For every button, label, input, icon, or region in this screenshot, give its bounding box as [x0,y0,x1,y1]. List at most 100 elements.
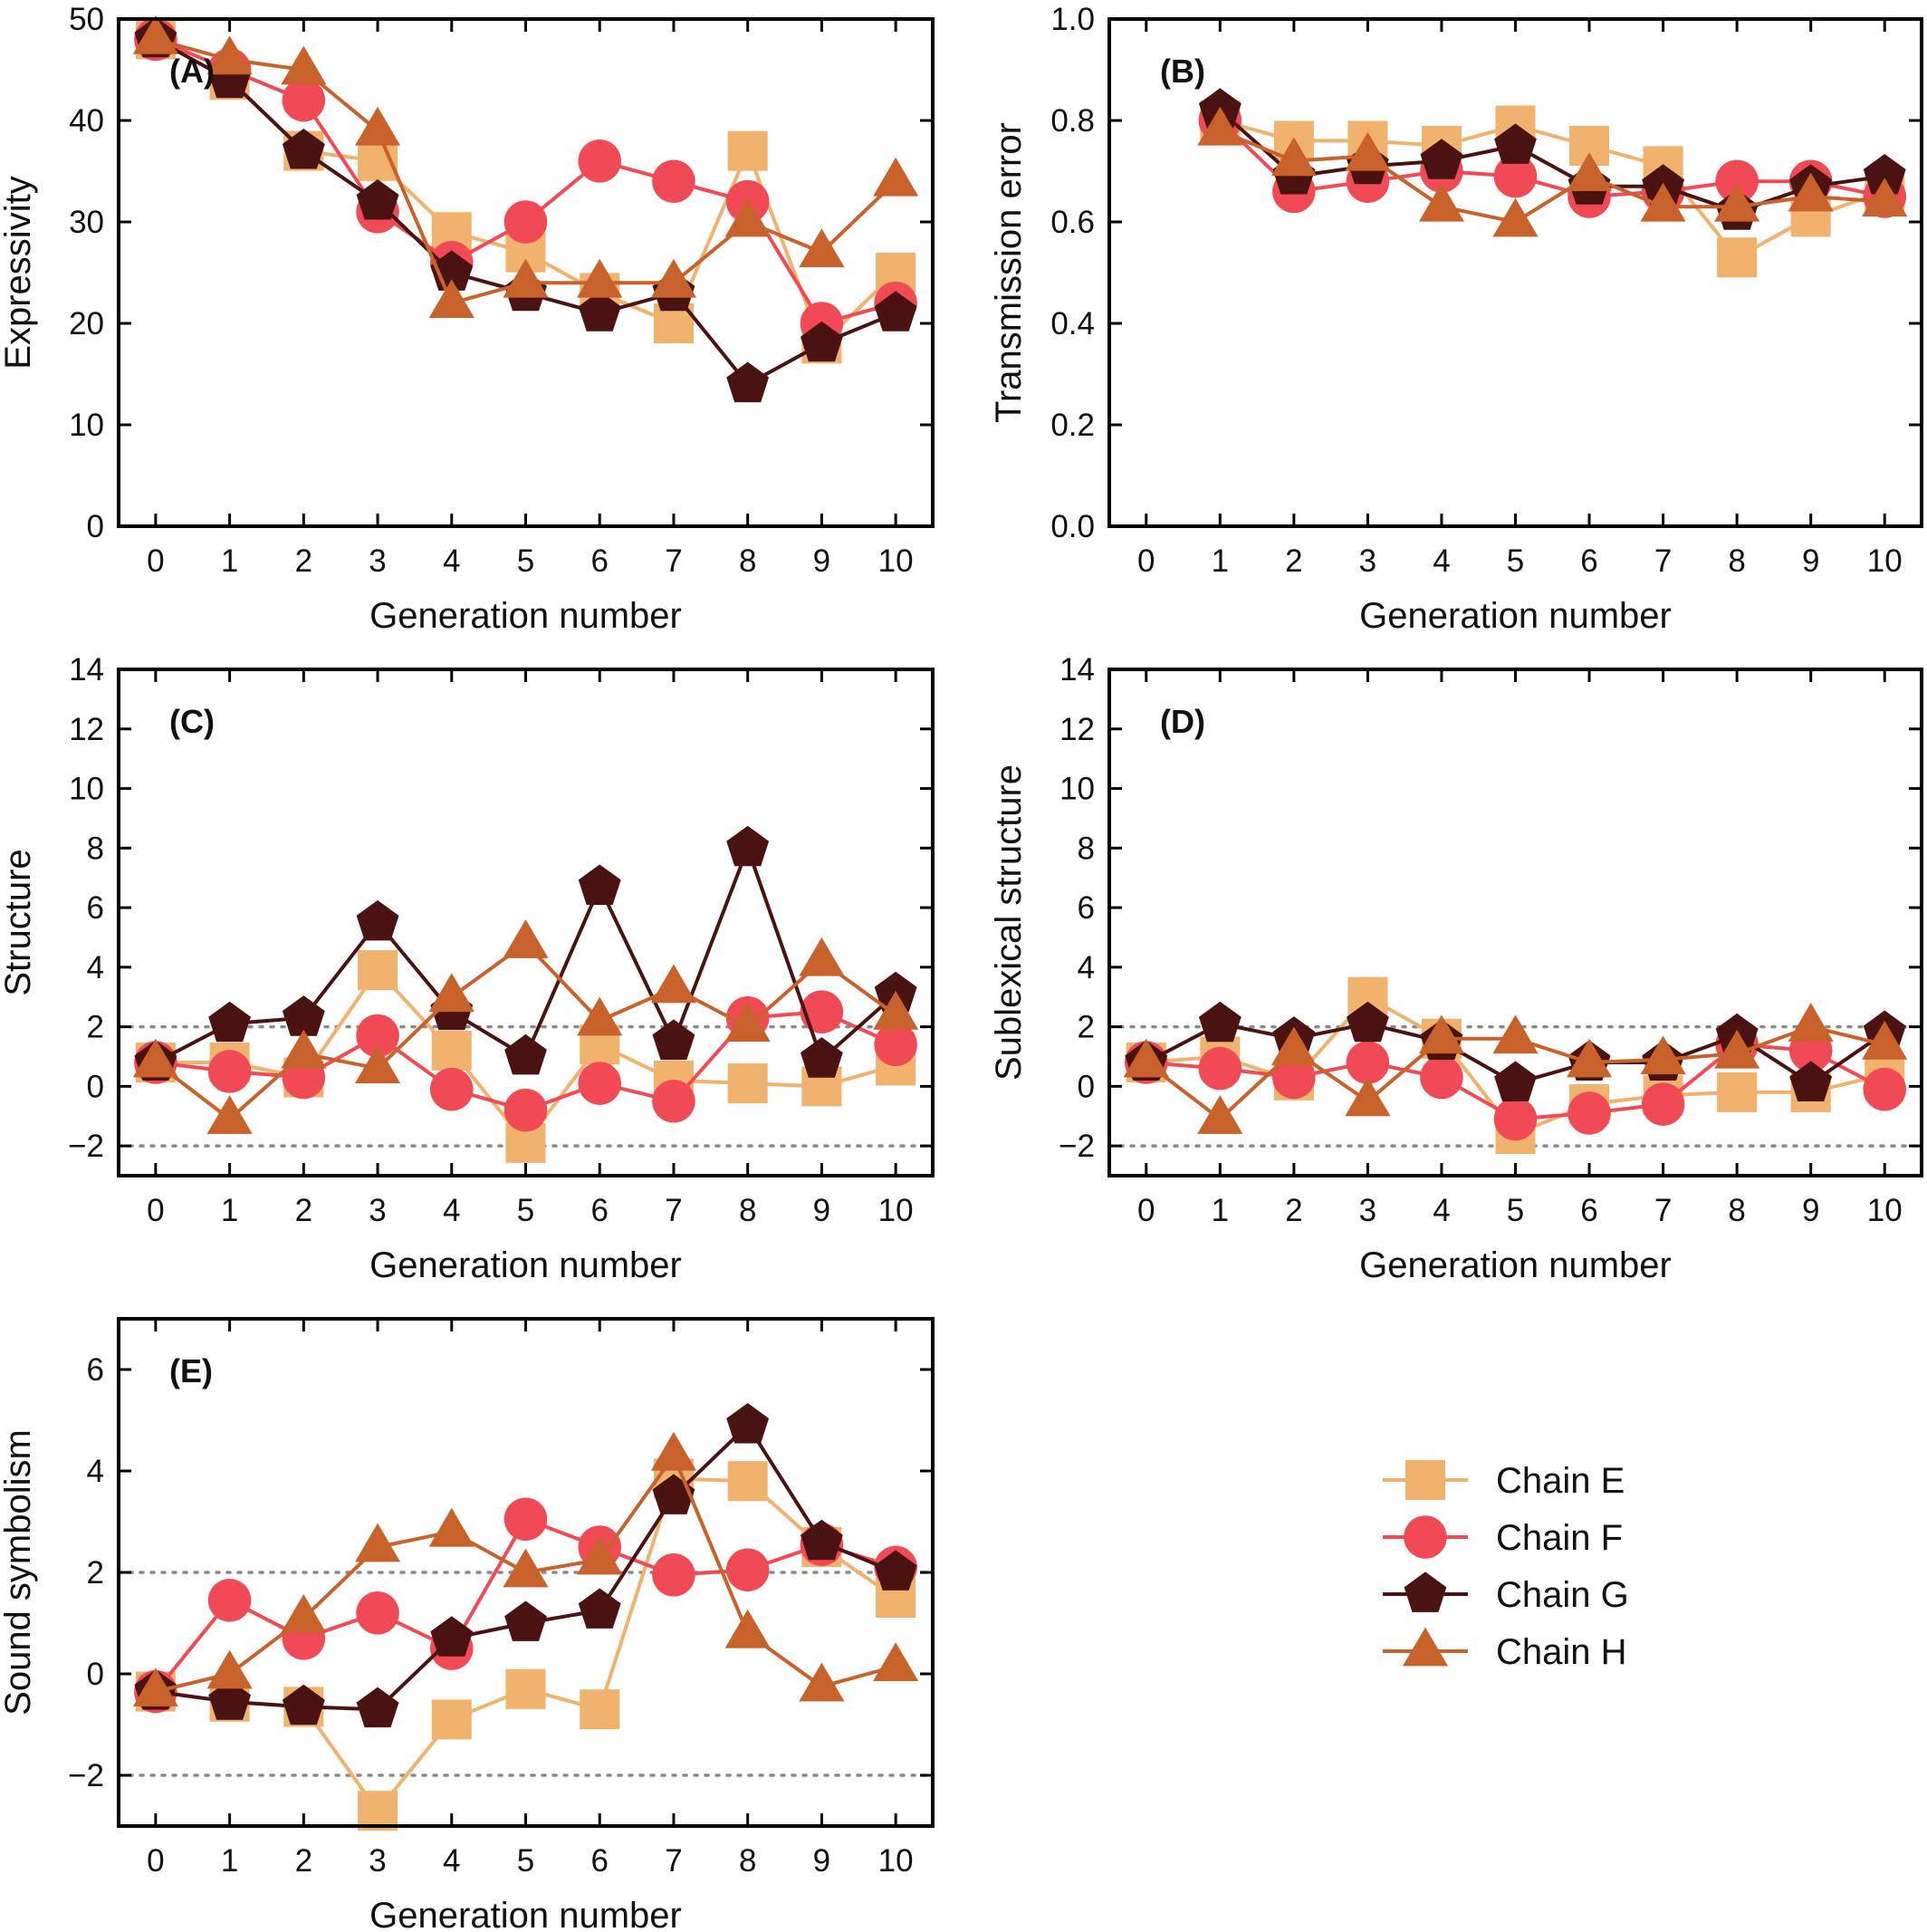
data-point-chain-f [800,990,844,1033]
data-point-chain-f [1715,159,1759,203]
data-point-chain-h [281,1029,327,1069]
data-point-chain-g [1789,1061,1833,1101]
data-point-chain-g [282,995,325,1036]
x-tick-label: 10 [1867,543,1903,579]
x-tick-label: 3 [1359,1193,1376,1228]
data-point-chain-f [503,200,548,244]
data-point-chain-e [727,1063,768,1104]
data-point-chain-f [503,1088,548,1132]
x-tick-label: 2 [295,543,312,579]
x-tick-label: 8 [1728,543,1745,579]
data-point-chain-h [1345,131,1391,171]
data-point-chain-h [1492,1014,1539,1054]
series-line-chain-e [1219,119,1885,260]
y-tick-label: 0 [1078,1069,1095,1104]
data-point-chain-h [873,991,919,1030]
data-point-chain-h [132,15,178,54]
x-tick-label: 5 [517,1193,534,1228]
x-tick-label: 7 [665,1843,682,1879]
y-tick-label: 30 [69,205,104,240]
data-point-chain-h [1567,152,1613,191]
data-point-chain-g [801,1037,843,1078]
x-tick-label: 5 [517,1843,534,1879]
x-tick-label: 7 [1654,543,1672,579]
data-point-chain-h [1492,197,1539,237]
x-tick-label: 3 [1359,543,1376,579]
x-tick-label: 5 [517,543,534,579]
legend-label-chain-e: Chain E [1496,1461,1625,1501]
x-tick-label: 5 [1507,1193,1524,1228]
data-point-chain-f [1420,1055,1463,1100]
data-point-chain-g [801,1519,843,1561]
data-point-chain-h [577,996,623,1036]
data-point-chain-f [1198,1046,1242,1091]
y-tick-label: 6 [87,890,104,926]
data-point-chain-e [1717,237,1758,278]
series-line-chain-g [1218,109,1885,214]
data-point-chain-e [727,1461,768,1502]
y-tick-label: 0.6 [1050,205,1095,240]
data-point-chain-h [650,258,696,298]
data-point-chain-g [1494,1061,1537,1101]
data-point-chain-g [874,291,917,332]
data-point-chain-h [503,919,549,958]
x-tick-label: 4 [443,543,460,579]
x-tick-label: 0 [1137,1193,1155,1228]
data-point-chain-f [1493,154,1538,198]
data-point-chain-h [428,1507,475,1547]
x-tick-label: 2 [295,1843,312,1879]
data-point-chain-h [577,258,623,298]
data-point-chain-h [724,1609,771,1648]
y-tick-label: 1.0 [1050,2,1095,37]
y-tick-label: 12 [1059,712,1095,747]
x-tick-label: 9 [813,543,830,579]
data-point-chain-f [725,1548,770,1591]
x-tick-label: 2 [1285,543,1302,579]
y-tick-label: 6 [87,1352,104,1388]
y-axis-title: Expressivity [0,176,38,369]
chart-panel-b: 0 1 2 3 4 5 6 7 8 9 10 0.0 0.2 0.4 0.6 0.8 1.0 Generation… [989,2,1923,636]
data-point-chain-g [356,899,399,941]
data-point-chain-g [1198,1001,1242,1043]
series-line-chain-h [1219,129,1885,224]
data-point-chain-f [578,1062,621,1105]
data-point-chain-h [1345,1077,1391,1117]
y-tick-label: 8 [1078,831,1095,866]
data-point-chain-h [1788,172,1834,212]
data-point-chain-h [873,157,919,197]
data-point-chain-f [503,1497,548,1541]
x-axis-title: Generation number [1359,1245,1672,1285]
y-tick-label: 0 [87,509,104,544]
legend-marker-chain-h [1402,1627,1449,1667]
x-tick-label: 8 [1728,1193,1745,1228]
x-tick-label: 0 [147,1193,164,1228]
x-tick-label: 3 [369,1843,386,1879]
data-point-chain-f [1567,1091,1611,1135]
y-tick-label: 2 [87,1010,104,1045]
y-tick-label: 6 [1078,890,1095,926]
data-point-chain-g [1863,154,1906,195]
data-point-chain-h [1197,1095,1243,1134]
x-tick-label: 10 [878,1843,914,1879]
y-tick-label: −2 [68,1758,104,1793]
data-point-chain-h [1567,1038,1613,1078]
data-point-chain-f [1863,1067,1906,1111]
data-point-chain-g [1347,1001,1389,1043]
data-point-chain-h [1862,178,1908,216]
data-point-chain-h [799,1662,845,1702]
data-point-chain-h [355,1044,401,1083]
data-point-chain-h [1270,1026,1317,1066]
x-tick-label: 1 [221,1193,238,1228]
panel-label: (B) [1160,53,1205,90]
y-tick-label: 0.2 [1050,408,1095,443]
x-tick-label: 6 [1580,1193,1597,1228]
y-tick-label: 4 [1078,950,1095,985]
x-tick-label: 2 [295,1193,312,1228]
data-point-chain-f [652,159,695,203]
x-tick-label: 7 [665,543,682,579]
data-point-chain-f [282,78,326,122]
y-tick-label: 0 [87,1069,104,1104]
data-point-chain-g [726,1403,770,1444]
x-tick-label: 5 [1507,543,1524,579]
legend-marker-chain-g [1404,1572,1447,1612]
